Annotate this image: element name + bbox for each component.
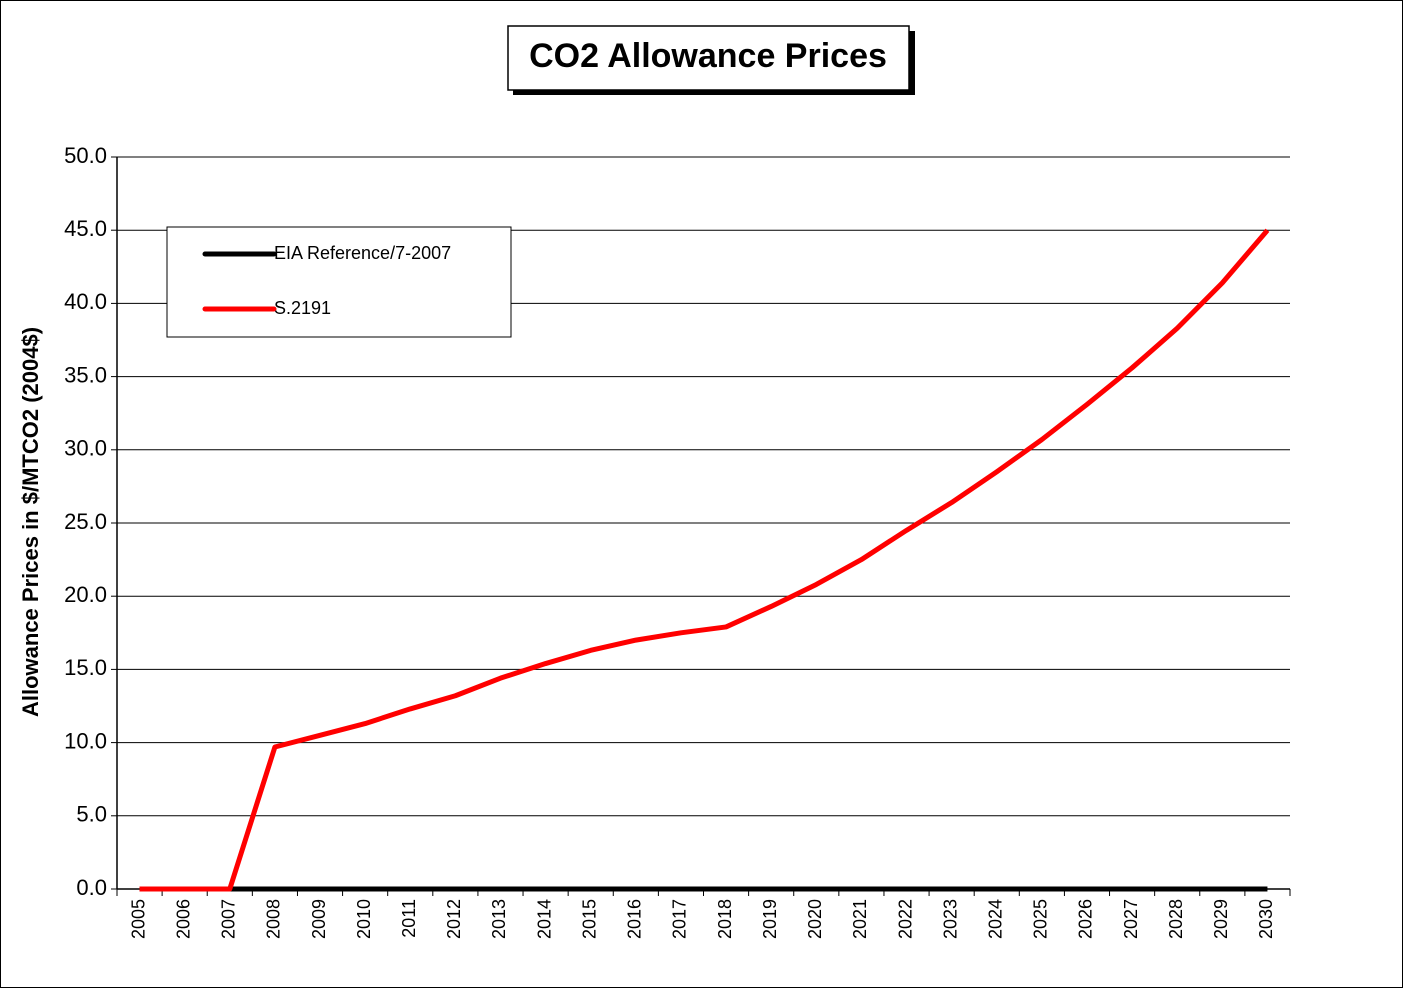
y-tick-label: 25.0 [64, 509, 107, 534]
x-tick-label: 2019 [760, 899, 780, 939]
x-tick-label: 2007 [219, 899, 239, 939]
x-tick-label: 2014 [534, 899, 554, 939]
y-tick-label: 40.0 [64, 289, 107, 314]
x-tick-label: 2018 [715, 899, 735, 939]
title-box [507, 25, 910, 91]
y-tick-label: 50.0 [64, 143, 107, 168]
x-tick-label: 2030 [1256, 899, 1276, 939]
y-tick-label: 30.0 [64, 436, 107, 461]
y-tick-label: 45.0 [64, 216, 107, 241]
x-tick-label: 2013 [489, 899, 509, 939]
x-tick-label: 2010 [354, 899, 374, 939]
x-tick-label: 2029 [1211, 899, 1231, 939]
x-tick-label: 2009 [309, 899, 329, 939]
legend-box [166, 226, 512, 338]
y-tick-label: 10.0 [64, 728, 107, 753]
x-tick-label: 2028 [1166, 899, 1186, 939]
chart-title: CO2 Allowance Prices [529, 37, 887, 75]
legend-label: S.2191 [274, 298, 331, 318]
x-tick-label: 2020 [805, 899, 825, 939]
x-tick-label: 2016 [625, 899, 645, 939]
x-tick-label: 2012 [444, 899, 464, 939]
x-tick-label: 2011 [399, 899, 419, 938]
plot-area: 0.0 5.0 10.0 15.0 20.0 25.0 30.0 35.0 40.0 45.0 50… [64, 143, 1291, 939]
x-tick-label: 2015 [579, 899, 599, 939]
x-tick-label: 2026 [1076, 899, 1096, 939]
y-tick-label: 15.0 [64, 655, 107, 680]
series-line [139, 228, 1270, 892]
y-tick-label: 0.0 [76, 875, 107, 900]
y-axis-label: Allowance Prices in $/MTCO2 (2004$) [18, 327, 43, 717]
x-tick-label: 2005 [128, 899, 148, 939]
x-tick-label: 2006 [173, 899, 193, 939]
x-tick-label: 2024 [986, 899, 1006, 939]
x-tick-label: 2022 [895, 899, 915, 939]
x-tick-label: 2017 [670, 899, 690, 939]
legend-label: EIA Reference/7-2007 [274, 243, 451, 263]
y-tick-label: 35.0 [64, 362, 107, 387]
y-tick-label: 5.0 [76, 802, 107, 827]
x-tick-label: 2025 [1031, 899, 1051, 939]
x-tick-label: 2023 [940, 899, 960, 939]
y-tick-label: 20.0 [64, 582, 107, 607]
x-tick-label: 2008 [264, 899, 284, 939]
legend: EIA Reference/7-2007 S.2191 [202, 243, 451, 318]
x-tick-label: 2027 [1121, 899, 1141, 939]
x-tick-label: 2021 [850, 899, 870, 939]
